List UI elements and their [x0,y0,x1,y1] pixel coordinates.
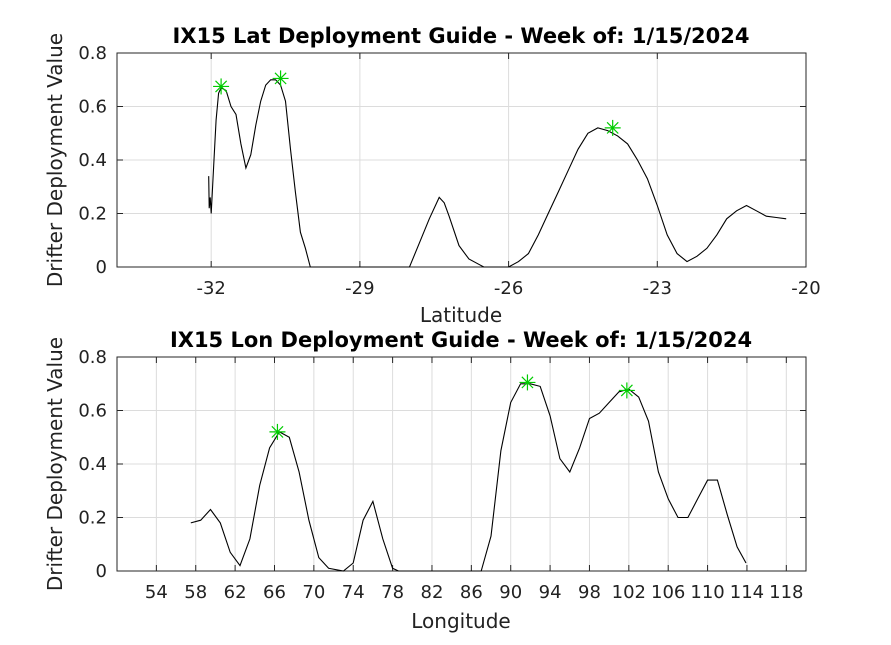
lat-peak-marker [213,78,230,95]
lat-ticks: -32 -29 -26 -23 -20 0 0.2 0.4 0.6 0.8 [78,43,820,299]
lat-x-tick-label: -20 [791,278,820,299]
lon-axes: 54 58 62 66 70 74 78 82 86 90 94 98 102 106 110 114 118 0… [78,328,807,633]
lat-y-tick-label: 0.4 [78,150,107,171]
lat-data [208,70,787,268]
lon-y-tick-label: 0.6 [78,401,107,422]
lon-y-tick-label: 0 [96,561,107,582]
lon-x-tick-label: 110 [690,582,724,603]
lon-series-line [190,383,747,572]
lon-x-tick-label: 86 [460,582,483,603]
lon-peak-marker [618,382,635,399]
lon-x-tick-label: 90 [499,582,522,603]
lon-x-tick-label: 106 [651,582,685,603]
lon-ticks: 54 58 62 66 70 74 78 82 86 90 94 98 102 106 110 114 118 0… [78,347,806,603]
lon-x-tick-label: 74 [342,582,365,603]
lon-chart-title: IX15 Lon Deployment Guide - Week of: 1/1… [170,328,752,352]
lon-x-tick-label: 58 [184,582,207,603]
lon-y-tick-label: 0.8 [78,347,107,368]
lat-x-axis-label: Latitude [420,303,502,327]
lat-y-tick-label: 0.2 [78,204,107,225]
lon-x-tick-label: 102 [612,582,646,603]
lon-x-tick-label: 62 [224,582,247,603]
lat-x-tick-label: -23 [643,278,672,299]
lon-x-tick-label: 78 [381,582,404,603]
lon-x-tick-label: 54 [145,582,168,603]
lon-data [190,374,747,572]
lat-x-tick-label: -32 [196,278,225,299]
lat-x-tick-label: -29 [345,278,374,299]
lon-x-tick-label: 94 [539,582,562,603]
lon-x-tick-label: 82 [421,582,444,603]
lat-x-tick-label: -26 [494,278,523,299]
lon-y-axis-label: Drifter Deployment Value [43,337,67,591]
lon-x-tick-label: 118 [769,582,803,603]
lon-x-tick-label: 114 [730,582,764,603]
lon-grid [117,356,806,572]
lon-x-tick-label: 70 [302,582,325,603]
lat-axes: -32 -29 -26 -23 -20 0 0.2 0.4 0.6 0.8 IX15 Lat De… [78,24,820,327]
lat-series-line [208,79,787,268]
lon-peak-marker [269,423,286,440]
lat-y-tick-label: 0.8 [78,43,107,64]
lon-y-tick-label: 0.2 [78,508,107,529]
lon-peak-marker [519,374,536,391]
lon-y-tick-label: 0.4 [78,454,107,475]
lat-peak-marker [604,119,621,136]
lat-y-tick-label: 0.6 [78,97,107,118]
lon-x-tick-label: 66 [263,582,286,603]
lat-y-axis-label: Drifter Deployment Value [43,33,67,287]
lat-peak-marker [272,70,289,87]
lat-chart-title: IX15 Lat Deployment Guide - Week of: 1/1… [173,24,750,48]
lat-y-tick-label: 0 [96,257,107,278]
lon-x-tick-label: 98 [578,582,601,603]
lon-x-axis-label: Longitude [411,609,510,633]
